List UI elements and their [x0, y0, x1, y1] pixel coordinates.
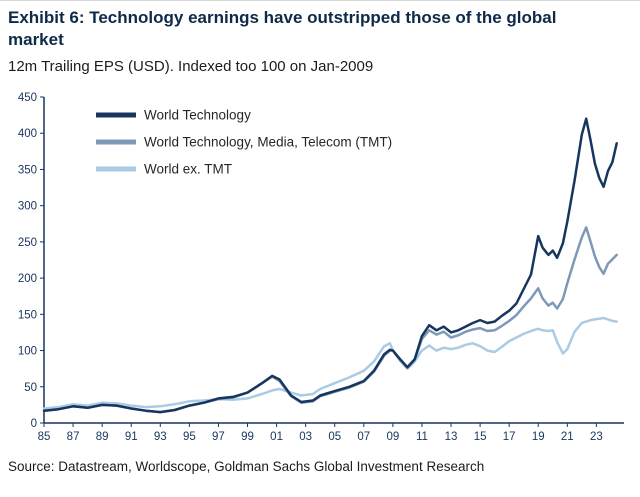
y-tick-label: 50 — [24, 382, 37, 394]
x-tick-label: 87 — [67, 431, 80, 443]
x-tick-label: 97 — [212, 431, 225, 443]
x-tick-label: 13 — [445, 431, 458, 443]
x-tick-label: 05 — [328, 431, 341, 443]
x-tick-label: 89 — [96, 431, 109, 443]
x-tick-label: 21 — [561, 431, 574, 443]
x-tick-label: 93 — [154, 431, 167, 443]
legend-label-world-technology-media-telecom-tmt: World Technology, Media, Telecom (TMT) — [144, 135, 392, 150]
x-tick-label: 15 — [474, 431, 487, 443]
x-tick-label: 17 — [503, 431, 516, 443]
y-tick-label: 300 — [18, 201, 37, 213]
x-tick-label: 99 — [241, 431, 254, 443]
x-tick-label: 01 — [270, 431, 283, 443]
series-line-world-technology — [42, 117, 618, 414]
x-tick-label: 91 — [125, 431, 138, 443]
y-tick-label: 250 — [18, 237, 37, 249]
series-line-world-ex-tmt — [42, 316, 618, 410]
legend-label-world-technology: World Technology — [144, 108, 251, 123]
x-tick-label: 23 — [590, 431, 603, 443]
y-tick-label: 350 — [18, 165, 37, 177]
y-tick-label: 150 — [18, 310, 37, 322]
x-tick-label: 03 — [299, 431, 312, 443]
x-tick-label: 85 — [38, 431, 51, 443]
y-tick-label: 450 — [18, 92, 37, 104]
y-tick-label: 400 — [18, 128, 37, 140]
x-tick-label: 07 — [357, 431, 370, 443]
y-tick-label: 200 — [18, 273, 37, 285]
y-tick-label: 100 — [18, 346, 37, 358]
x-tick-label: 19 — [532, 431, 545, 443]
source-note: Source: Datastream, Worldscope, Goldman … — [8, 459, 485, 475]
exhibit-subtitle: 12m Trailing EPS (USD). Indexed too 100 … — [8, 58, 374, 76]
x-tick-label: 95 — [183, 431, 196, 443]
exhibit-title: Exhibit 6: Technology earnings have outs… — [8, 8, 557, 50]
x-tick-label: 11 — [416, 431, 428, 443]
legend-label-world-ex-tmt: World ex. TMT — [144, 162, 232, 177]
x-tick-label: 09 — [386, 431, 399, 443]
y-tick-label: 0 — [31, 418, 37, 430]
